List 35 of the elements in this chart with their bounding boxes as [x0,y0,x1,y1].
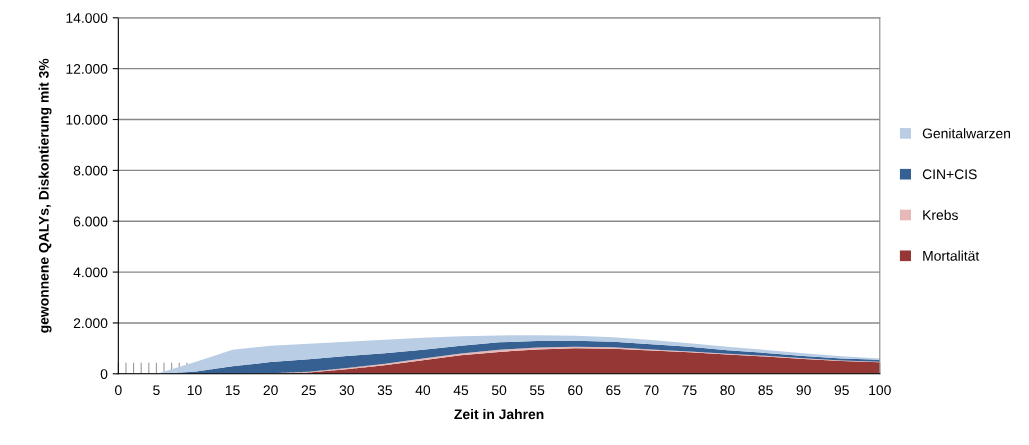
x-tick-label: 20 [263,385,278,396]
x-tick-label: 100 [869,385,891,396]
y-tick-label: 12.000 [66,63,108,74]
x-tick-label: 50 [491,385,507,396]
y-tick-label: 2.000 [73,318,108,329]
x-tick-label: 25 [301,385,316,396]
y-axis-title: gewonnene QALYs, Diskontierung mit 3% [38,58,52,333]
x-tick-label: 75 [682,385,697,396]
legend-label: CIN+CIS [922,169,977,180]
x-tick-label: 60 [568,385,583,396]
x-tick-label: 10 [187,385,202,396]
y-tick-label: 8.000 [73,165,108,176]
x-tick-label: 0 [115,385,122,396]
x-tick-label: 95 [834,385,849,396]
legend-label: Genitalwarzen [922,128,1011,139]
y-tick-label: 4.000 [73,267,108,278]
legend-label: Mortalität [923,250,980,261]
y-tick-label: 10.000 [66,114,108,125]
x-tick-label: 35 [377,385,392,396]
x-tick-label: 5 [153,385,160,396]
x-tick-label: 15 [225,385,240,396]
legend-label: Krebs [923,209,958,220]
y-tick-label: 6.000 [73,216,108,227]
x-tick-label: 85 [758,385,773,396]
x-axis-title: Zeit in Jahren [454,408,544,420]
y-tick-label: 0 [100,369,108,379]
x-tick-label: 65 [606,385,621,396]
x-tick-label: 45 [453,385,469,396]
x-tick-label: 70 [644,385,659,396]
x-tick-label: 90 [796,385,811,396]
x-tick-label: 40 [415,385,431,396]
y-tick-label: 14.000 [66,13,108,23]
x-tick-label: 55 [529,385,545,396]
x-tick-label: 80 [720,385,735,396]
x-tick-label: 30 [339,385,354,396]
